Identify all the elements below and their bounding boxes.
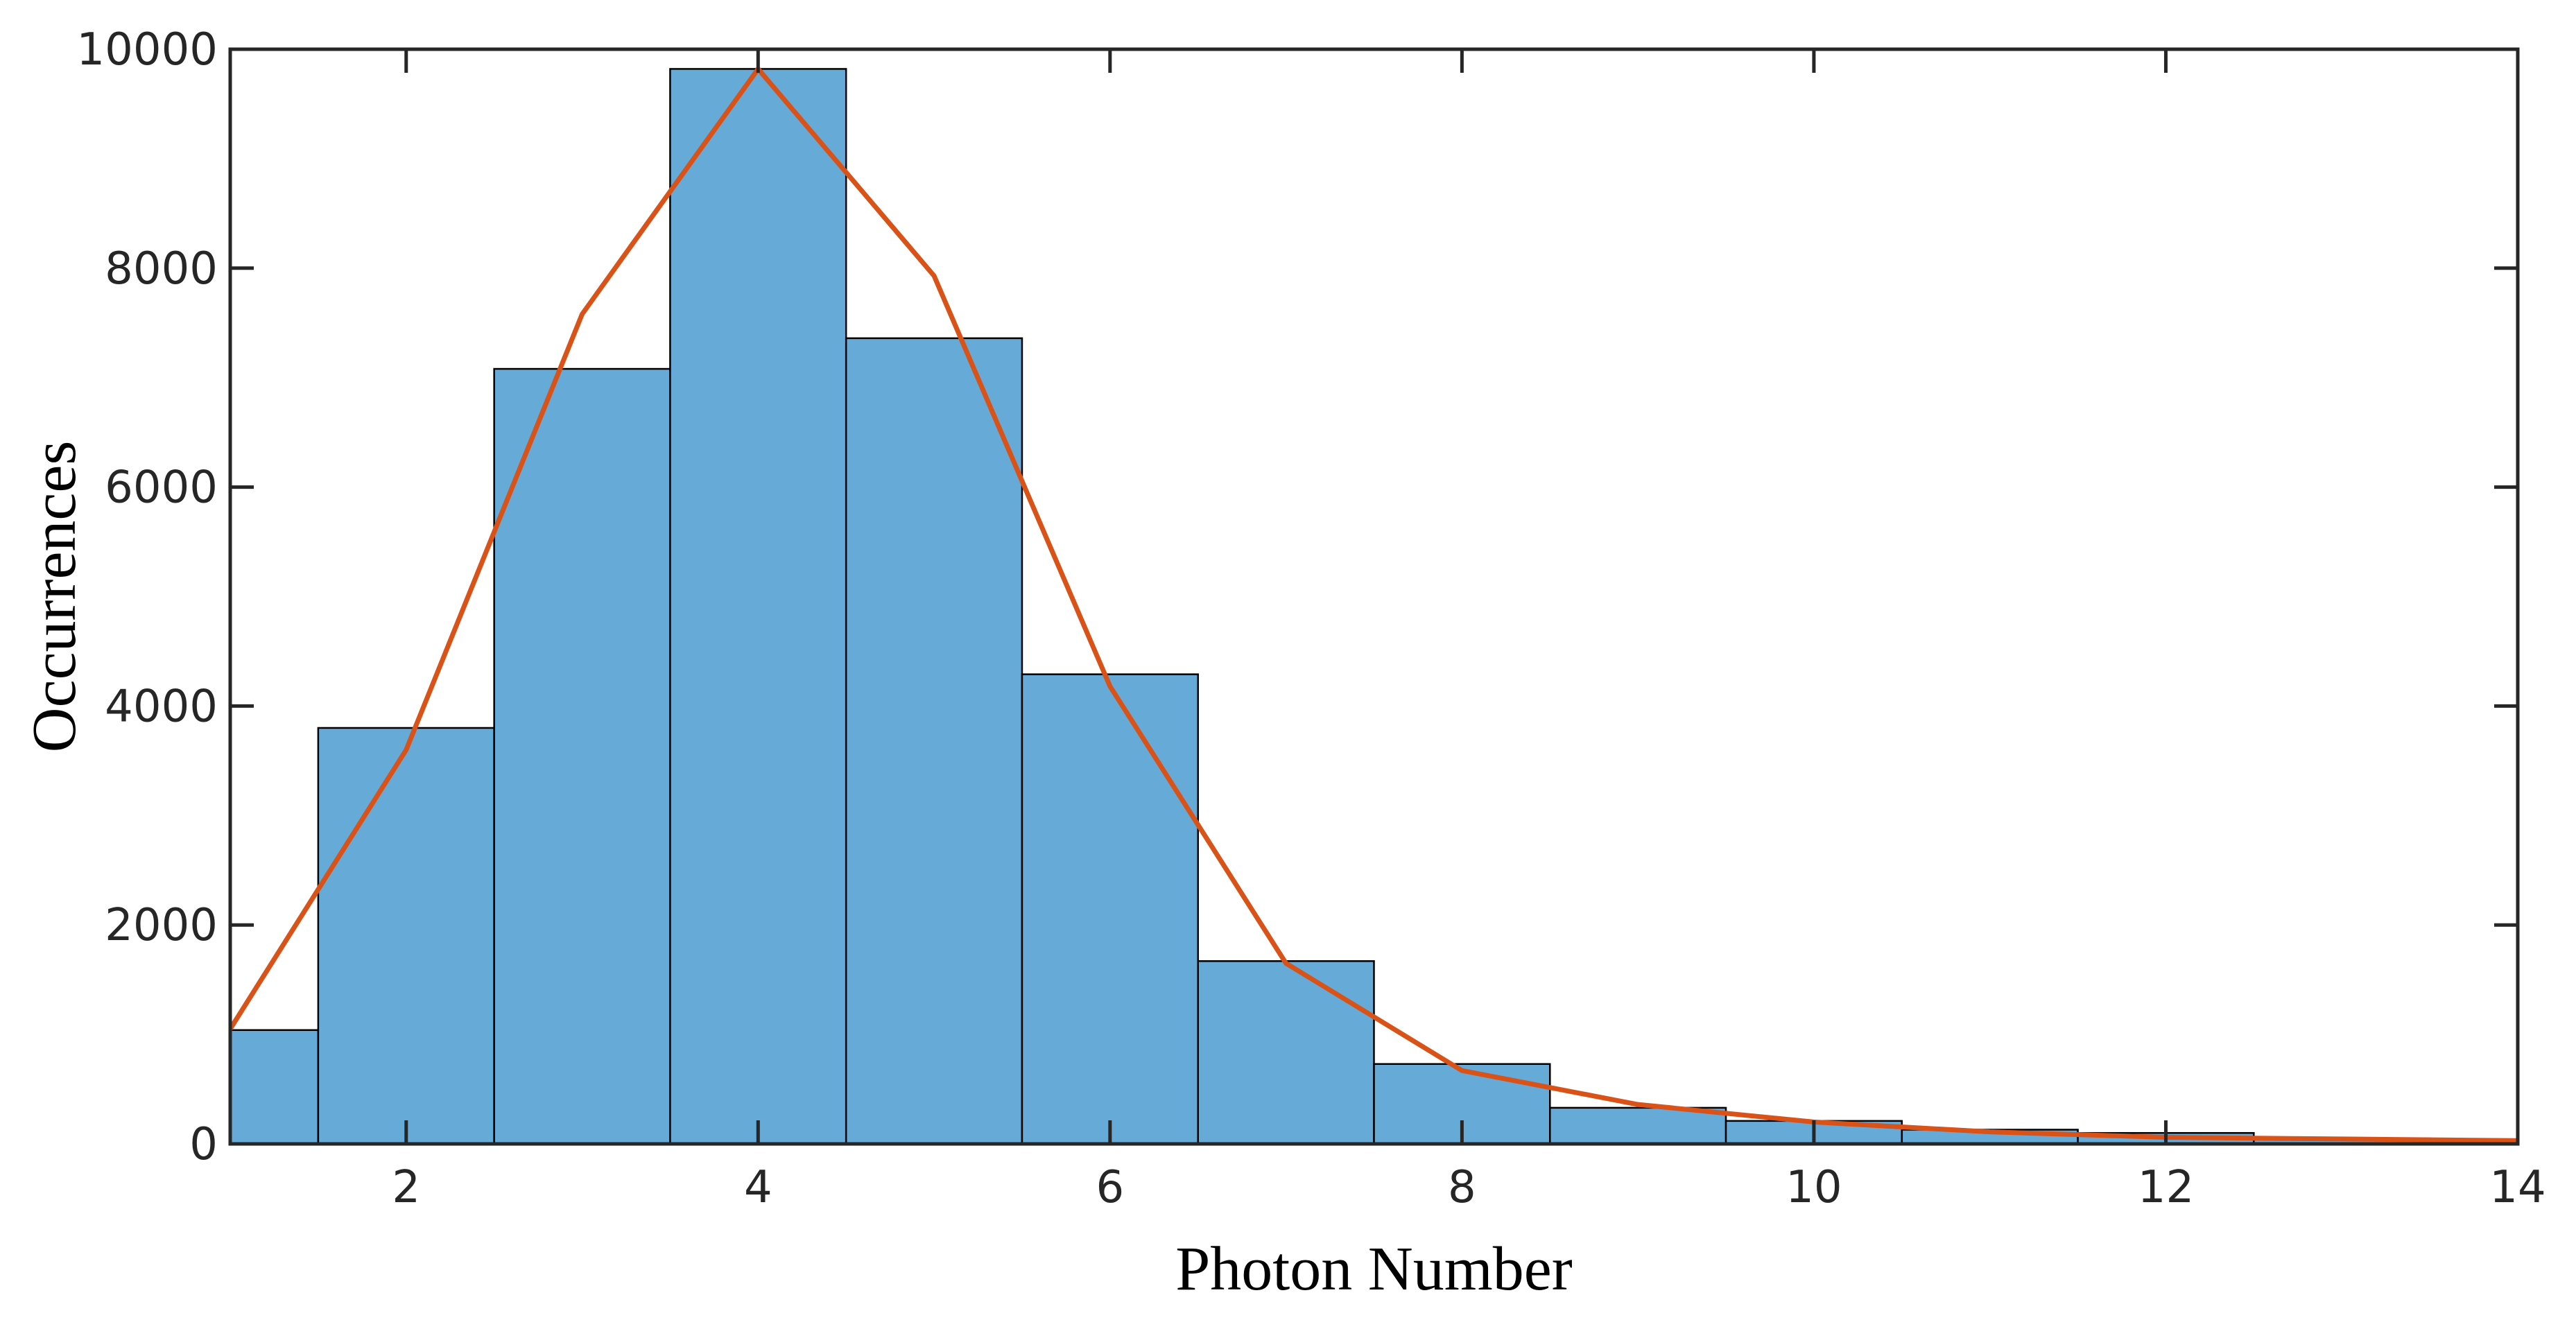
fit-line [230, 66, 2518, 1143]
x-tick-label: 8 [1448, 1162, 1476, 1213]
plot-frame [228, 47, 2520, 1146]
histogram-bars [230, 68, 2518, 1144]
y-tick-label: 0 [189, 1119, 218, 1170]
x-tick-label: 10 [1786, 1162, 1842, 1213]
x-tick-label: 14 [2489, 1162, 2545, 1213]
x-axis-title: Photon Number [1175, 1235, 1573, 1303]
fit-line-path [230, 66, 2518, 1143]
histogram-bar [1549, 1106, 1727, 1144]
y-tick-label: 6000 [105, 462, 218, 514]
y-tick-label: 10000 [76, 24, 218, 76]
histogram-bar [669, 68, 847, 1144]
x-tick-label: 6 [1096, 1162, 1124, 1213]
x-tick-label: 4 [744, 1162, 772, 1213]
axis-ticks: 2 4 6 8 10 12 14 0 2000 4000 6000 8000 10000 [76, 24, 2545, 1213]
x-tick-label: 2 [392, 1162, 420, 1213]
histogram-bar [493, 367, 671, 1144]
y-tick-label: 2000 [105, 900, 218, 951]
y-axis-title: Occurrences [20, 441, 89, 753]
histogram-bar [1197, 960, 1375, 1144]
histogram-bar [845, 337, 1023, 1144]
histogram-bar [1021, 673, 1199, 1144]
histogram-bar [317, 727, 495, 1144]
y-tick-label: 8000 [105, 243, 218, 295]
y-tick-label: 4000 [105, 681, 218, 732]
x-tick-label: 12 [2138, 1162, 2194, 1213]
